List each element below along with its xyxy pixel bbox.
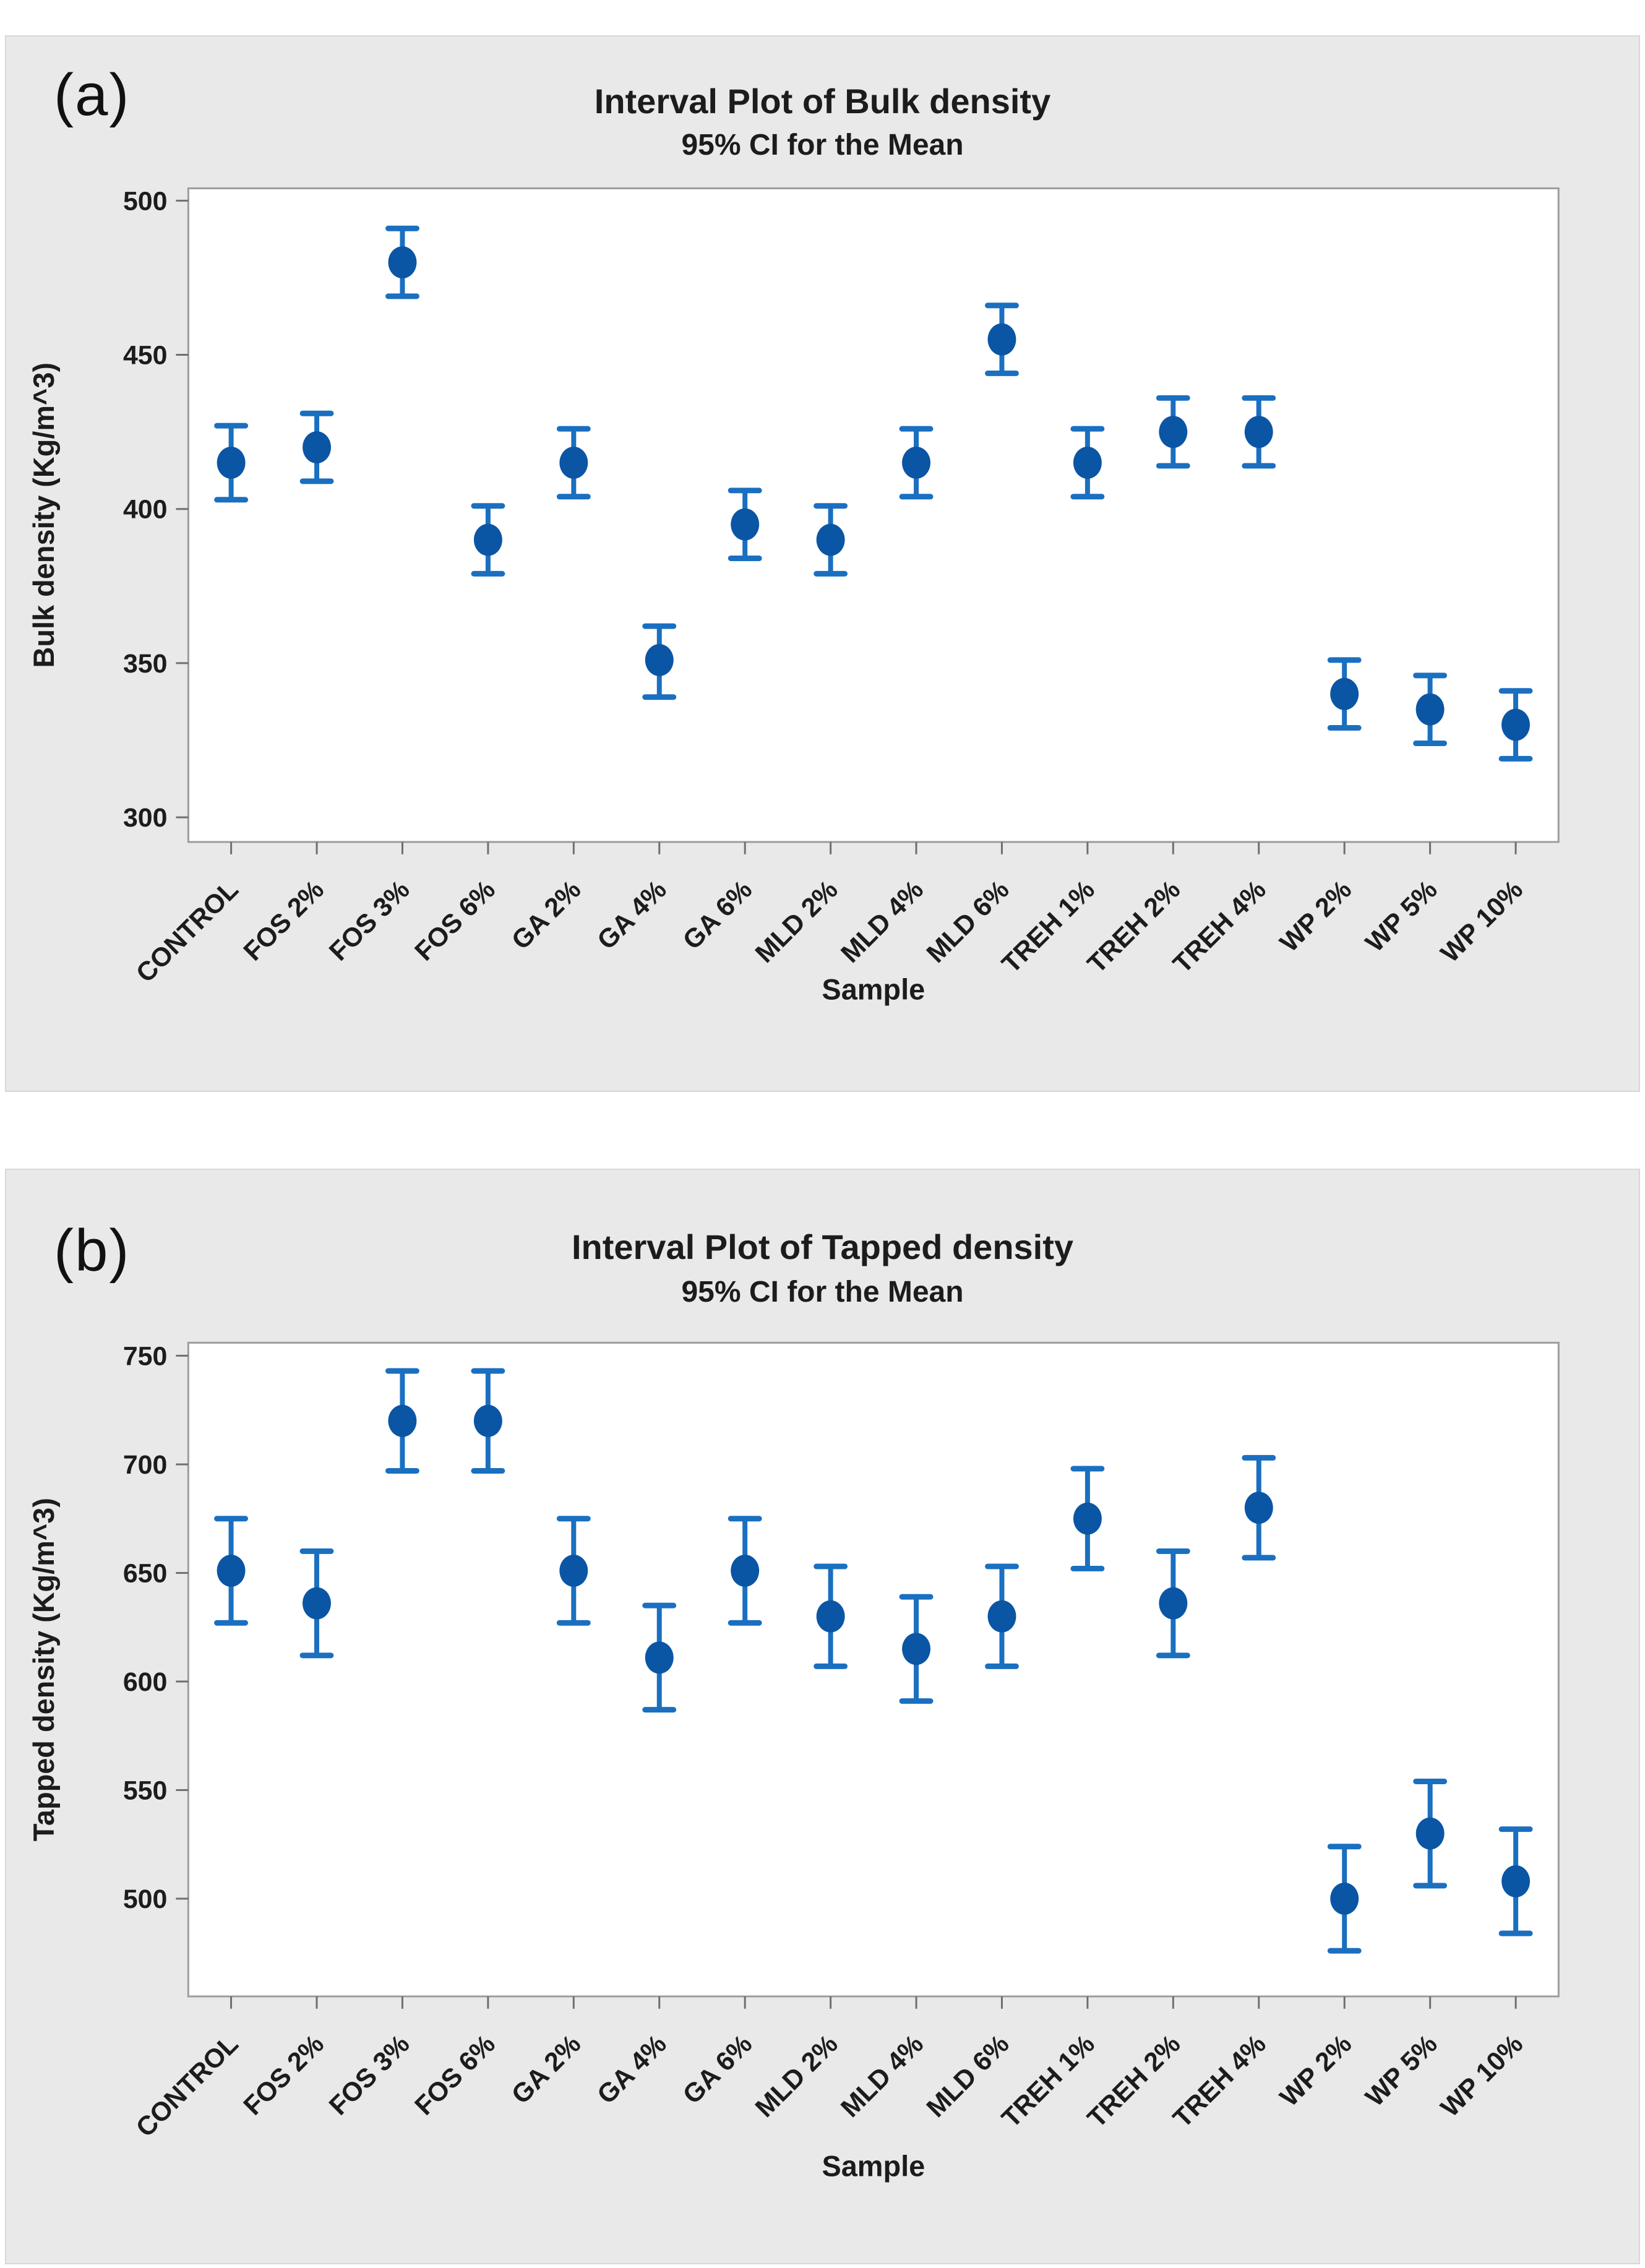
x-category-label: FOS 2%: [238, 2029, 330, 2121]
x-category-label: TREH 2%: [1082, 2029, 1187, 2134]
mean-marker: [1159, 416, 1188, 449]
y-tick-label: 750: [123, 1341, 168, 1371]
y-axis-title: Bulk density (Kg/m^3): [28, 363, 60, 668]
x-category-label: WP 5%: [1360, 875, 1443, 958]
y-tick-label: 650: [123, 1558, 168, 1588]
mean-marker: [217, 447, 246, 479]
y-axis-title: Tapped density (Kg/m^3): [28, 1498, 60, 1841]
x-category-label: TREH 1%: [996, 875, 1101, 979]
x-category-label: MLD 4%: [835, 2029, 929, 2123]
panel-a: (a) Interval Plot of Bulk density 95% CI…: [5, 35, 1640, 1092]
x-category-label: WP 10%: [1435, 2029, 1529, 2123]
y-tick-label: 350: [123, 649, 168, 679]
chart-subtitle-tapped: 95% CI for the Mean: [681, 1276, 964, 1308]
panel-a-label: (a): [54, 62, 131, 128]
x-category-label: WP 2%: [1274, 875, 1357, 958]
x-category-label: CONTROL: [131, 875, 244, 989]
plot-area: [187, 1341, 1560, 1998]
mean-marker: [1244, 416, 1273, 449]
mean-marker: [1244, 1492, 1273, 1524]
panel-b-label: (b): [54, 1218, 131, 1284]
mean-marker: [1330, 1883, 1359, 1915]
mean-marker: [902, 1633, 930, 1665]
mean-marker: [1501, 708, 1530, 741]
mean-marker: [559, 447, 588, 479]
x-category-label: TREH 1%: [996, 2029, 1101, 2134]
chart-title-tapped: Interval Plot of Tapped density: [571, 1227, 1074, 1266]
panel-b: (b) Interval Plot of Tapped density 95% …: [5, 1169, 1640, 2264]
x-category-label: FOS 6%: [409, 875, 501, 967]
mean-marker: [559, 1555, 588, 1587]
mean-marker: [1415, 693, 1445, 726]
mean-marker: [987, 1600, 1016, 1633]
mean-marker: [987, 323, 1016, 356]
mean-marker: [731, 1555, 760, 1587]
mean-marker: [388, 246, 417, 278]
mean-marker: [1501, 1865, 1531, 1897]
mean-marker: [217, 1555, 246, 1587]
mean-marker: [816, 523, 845, 556]
y-tick-label: 550: [123, 1776, 168, 1805]
x-axis-title: Sample: [822, 973, 925, 1005]
x-category-label: TREH 4%: [1167, 2029, 1272, 2134]
x-category-label: TREH 2%: [1082, 875, 1187, 979]
mean-marker: [473, 1404, 502, 1437]
y-tick-label: 500: [123, 186, 168, 216]
mean-marker: [645, 1641, 674, 1674]
x-category-label: FOS 6%: [409, 2029, 501, 2121]
x-category-label: MLD 2%: [750, 875, 844, 969]
mean-marker: [1073, 447, 1102, 479]
mean-marker: [731, 508, 760, 541]
x-category-label: MLD 2%: [750, 2029, 844, 2123]
y-tick-label: 400: [123, 495, 168, 525]
x-category-label: WP 10%: [1435, 875, 1529, 968]
mean-marker: [645, 643, 674, 676]
x-category-label: TREH 4%: [1167, 875, 1272, 979]
x-category-label: GA 6%: [677, 2029, 758, 2110]
mean-marker: [473, 523, 502, 556]
y-tick-label: 450: [123, 341, 168, 371]
x-category-label: GA 6%: [677, 875, 758, 956]
x-category-label: FOS 3%: [324, 2029, 416, 2121]
x-category-label: GA 4%: [591, 875, 672, 956]
mean-marker: [303, 431, 331, 463]
y-tick-label: 600: [123, 1667, 168, 1697]
mean-marker: [816, 1600, 845, 1633]
y-tick-label: 700: [123, 1450, 168, 1480]
chart-title-bulk: Interval Plot of Bulk density: [594, 82, 1051, 121]
x-category-label: FOS 2%: [238, 875, 330, 967]
y-tick-label: 500: [123, 1884, 168, 1914]
x-category-label: FOS 3%: [324, 875, 416, 967]
mean-marker: [388, 1404, 417, 1437]
x-category-label: GA 2%: [506, 2029, 587, 2110]
y-tick-label: 300: [123, 803, 168, 833]
mean-marker: [1415, 1817, 1445, 1850]
x-category-label: CONTROL: [131, 2029, 244, 2143]
mean-marker: [1330, 677, 1359, 710]
x-axis-title: Sample: [822, 2150, 925, 2182]
x-category-label: WP 2%: [1274, 2029, 1358, 2113]
plot-area: [187, 187, 1560, 843]
chart-subtitle-bulk: 95% CI for the Mean: [681, 129, 964, 161]
x-category-label: GA 4%: [591, 2029, 672, 2110]
mean-marker: [1159, 1587, 1188, 1620]
mean-marker: [303, 1587, 331, 1620]
mean-marker: [902, 447, 930, 479]
x-category-label: MLD 4%: [835, 875, 929, 969]
x-category-label: GA 2%: [506, 875, 587, 956]
mean-marker: [1073, 1502, 1102, 1535]
x-category-label: WP 5%: [1360, 2029, 1443, 2113]
